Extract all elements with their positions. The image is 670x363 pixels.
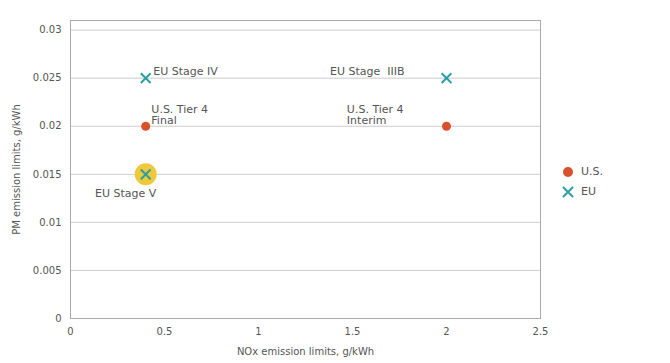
svg-text:0.005: 0.005 — [33, 265, 62, 276]
svg-text:2: 2 — [443, 326, 449, 337]
html-text:U.S.: U.S. — [581, 165, 603, 178]
svg-text:EU Stage IIIB: EU Stage IIIB — [330, 65, 405, 78]
svg-text:1: 1 — [255, 326, 261, 337]
svg-text:U.S. Tier 4Interim: U.S. Tier 4Interim — [347, 103, 404, 127]
svg-text:PM emission limits, g/kWh: PM emission limits, g/kWh — [11, 104, 22, 235]
svg-text:0: 0 — [55, 313, 61, 324]
html-text:EU: EU — [581, 185, 596, 198]
svg-text:0.03: 0.03 — [39, 24, 61, 35]
svg-text:0.01: 0.01 — [39, 217, 61, 228]
svg-text:0.015: 0.015 — [33, 169, 62, 180]
svg-text:2.5: 2.5 — [533, 326, 549, 337]
svg-text:0.02: 0.02 — [39, 120, 61, 131]
svg-text:EU Stage V: EU Stage V — [95, 187, 157, 200]
svg-text:0.5: 0.5 — [157, 326, 173, 337]
svg-text:NOx emission limits, g/kWh: NOx emission limits, g/kWh — [237, 346, 374, 357]
svg-text:0.025: 0.025 — [33, 72, 62, 83]
svg-text:EU Stage IV: EU Stage IV — [153, 65, 218, 78]
svg-text:U.S. Tier 4Final: U.S. Tier 4Final — [151, 103, 208, 127]
svg-text:1.5: 1.5 — [345, 326, 361, 337]
svg-text:0: 0 — [67, 326, 73, 337]
